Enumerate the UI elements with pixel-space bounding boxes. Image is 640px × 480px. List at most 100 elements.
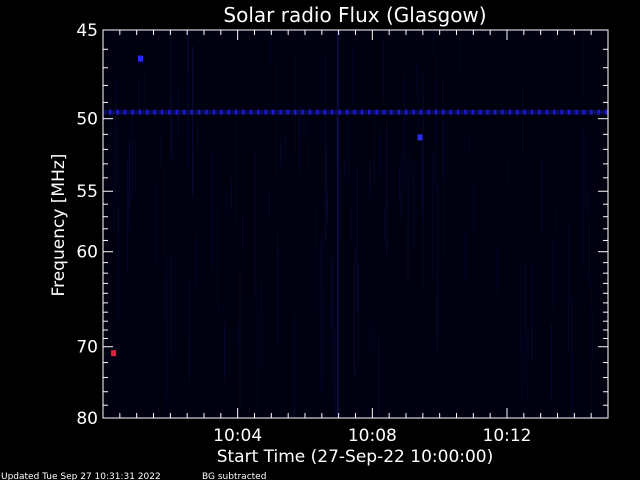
band-dot [523, 109, 526, 115]
noise-streak [299, 107, 300, 172]
band-dot [271, 109, 275, 115]
band-dot [286, 109, 290, 115]
noise-streak [127, 158, 129, 274]
noise-streak [124, 274, 126, 418]
band-dot [597, 109, 600, 115]
band-dot [183, 109, 186, 115]
noise-streak [324, 290, 326, 374]
noise-streak [582, 124, 584, 268]
noise-streak [138, 80, 140, 114]
band-dot [419, 109, 423, 115]
noise-streak [369, 160, 371, 198]
noise-streak [192, 45, 193, 197]
noise-streak [590, 277, 592, 418]
noise-streak [383, 37, 384, 103]
band-dot [434, 109, 438, 115]
band-dot [382, 109, 386, 115]
noise-streak [379, 132, 381, 175]
y-tick-label: 80 [76, 409, 98, 429]
noise-streak [164, 167, 165, 322]
noise-streak [571, 297, 573, 418]
noise-streak [269, 38, 271, 67]
band-dot [316, 109, 319, 115]
noise-streak [257, 311, 259, 416]
band-dot [567, 109, 571, 115]
y-axis-label: Frequency [MHz] [49, 154, 69, 297]
band-dot [168, 109, 171, 115]
noise-streak [330, 298, 332, 380]
band-dot [442, 109, 445, 115]
band-dot [590, 109, 593, 115]
noise-streak [170, 254, 172, 358]
band-dot [197, 109, 201, 115]
band-dot [116, 109, 119, 115]
band-dot [530, 109, 534, 115]
band-dot [138, 109, 142, 115]
noise-streak [585, 130, 587, 213]
noise-streak [550, 324, 552, 398]
noise-streak [458, 34, 460, 73]
noise-streak [295, 58, 296, 151]
band-dot [160, 109, 164, 115]
band-dot [234, 109, 238, 115]
band-dot [604, 109, 608, 115]
noise-streak [112, 126, 114, 233]
noise-streak [432, 151, 434, 277]
noise-streak [551, 136, 553, 192]
noise-streak [469, 129, 471, 154]
noise-streak [552, 238, 554, 309]
noise-streak [211, 152, 213, 269]
band-dot [553, 109, 556, 115]
band-dot [464, 109, 467, 115]
axis-ticks: 45 50 55 60 70 80 10:04 10:08 10:12 [76, 21, 608, 446]
x-tick-label: 10:08 [348, 426, 397, 446]
noise-streak [131, 109, 133, 200]
noise-streak [418, 56, 420, 134]
noise-streak [522, 85, 524, 154]
y-tick-label: 45 [76, 21, 98, 41]
noise-streak [422, 75, 424, 223]
noise-streak [280, 138, 282, 170]
band-dot [301, 109, 304, 115]
band-dot [175, 109, 179, 115]
noise-streak [319, 247, 321, 375]
noise-streak [293, 316, 295, 418]
band-dot [375, 109, 378, 115]
band-dot [190, 109, 193, 115]
noise-streak [103, 181, 105, 266]
noise-streak [255, 149, 257, 297]
noise-streak [587, 189, 589, 215]
noise-streak [277, 248, 279, 347]
band-dot [582, 109, 586, 115]
band-dot [479, 109, 482, 115]
y-tick-label: 55 [76, 182, 98, 202]
noise-streak [433, 32, 435, 55]
noise-streak [274, 62, 276, 179]
band-dot [220, 109, 223, 115]
noise-streak [171, 99, 173, 183]
noise-streak [411, 149, 413, 182]
band-dot [212, 109, 216, 115]
noise-streak [347, 107, 349, 185]
noise-streak [268, 188, 270, 220]
noise-streak [217, 205, 219, 312]
noise-streak [167, 256, 169, 396]
noise-streak [333, 201, 335, 348]
band-dot [131, 109, 134, 115]
noise-streak [170, 34, 172, 159]
y-tick-label: 50 [76, 110, 98, 130]
noise-streak [128, 139, 130, 208]
band-dot [449, 109, 452, 115]
noise-streak [231, 177, 232, 211]
noise-streak [251, 340, 253, 362]
noise-streak [284, 107, 286, 162]
noise-streak [223, 304, 225, 391]
noise-streak [421, 145, 423, 207]
bright-spot [417, 134, 423, 141]
band-dot [123, 109, 127, 115]
noise-streak [303, 118, 305, 139]
noise-streak [554, 206, 556, 239]
band-dot [345, 109, 349, 115]
x-axis-label: Start Time (27-Sep-22 10:00:00) [217, 447, 494, 467]
noise-streak [340, 166, 341, 240]
